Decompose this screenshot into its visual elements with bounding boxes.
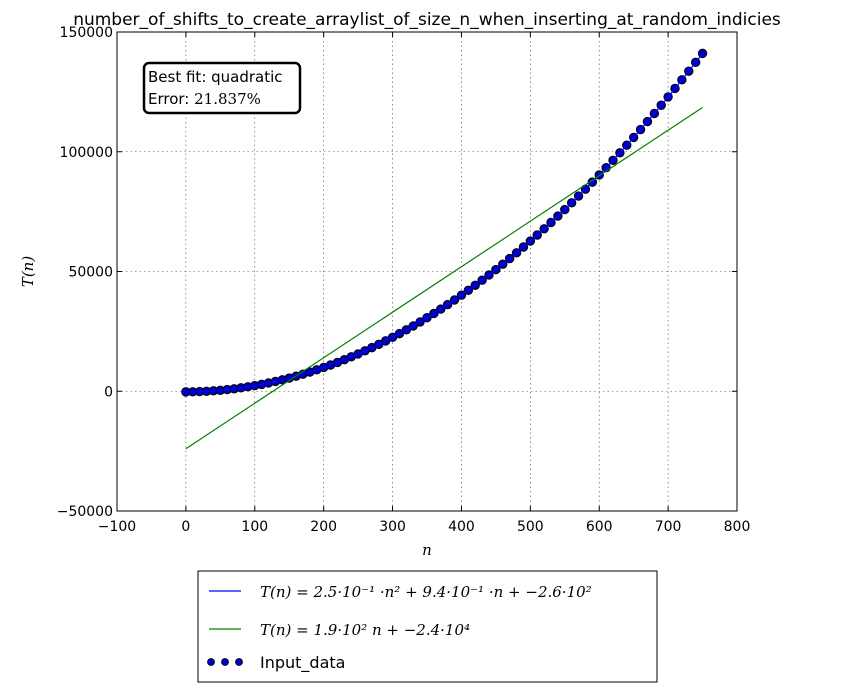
x-tick-label: 0 <box>181 519 190 535</box>
y-tick-label: 100000 <box>60 145 113 161</box>
y-tick-label: −50000 <box>57 504 113 520</box>
annotation-box <box>142 61 302 115</box>
annotation-line2: Error: 21.837% <box>148 90 261 108</box>
plot-area <box>181 48 708 450</box>
x-tick-label: 600 <box>586 519 613 535</box>
chart-title: number_of_shifts_to_create_arraylist_of_… <box>73 10 781 30</box>
legend-label-input-data: Input_data <box>260 653 345 673</box>
x-axis-label: n <box>422 541 432 559</box>
y-tick-label: 0 <box>104 384 113 400</box>
series-linear-fit <box>185 106 703 450</box>
legend: T(n) = 2.5·10⁻¹ ·n² + 9.4·10⁻¹ ·n + −2.6… <box>197 570 658 683</box>
legend-swatch-dot <box>235 658 243 666</box>
x-tick-label: 400 <box>448 519 475 535</box>
legend-swatch-dot <box>207 658 215 666</box>
x-tick-label: 800 <box>724 519 751 535</box>
x-tick-label: 200 <box>310 519 337 535</box>
y-axis-label: T(n) <box>19 256 37 288</box>
legend-label-quadratic: T(n) = 2.5·10⁻¹ ·n² + 9.4·10⁻¹ ·n + −2.6… <box>260 583 592 601</box>
x-tick-label: 100 <box>241 519 268 535</box>
y-tick-label: 50000 <box>68 265 113 281</box>
x-tick-label: 300 <box>379 519 406 535</box>
y-tick-label: 150000 <box>60 25 113 41</box>
annotation-line2-value: 21.837% <box>194 90 261 108</box>
annotation-line1: Best fit: quadratic <box>148 68 283 86</box>
legend-label-linear: T(n) = 1.9·10² n + −2.4·10⁴ <box>260 621 470 639</box>
axes-ticks: −100 0 100 200 300 400 500 600 700 800 −50000 0 5000… <box>57 25 751 535</box>
legend-swatch-dot <box>221 658 229 666</box>
x-tick-label: −100 <box>98 519 136 535</box>
x-tick-label: 700 <box>655 519 682 535</box>
series-quadratic-fit <box>185 53 704 393</box>
fit-annotation: Best fit: quadratic Error: 21.837% <box>142 61 302 115</box>
grid <box>117 32 737 511</box>
annotation-line2-prefix: Error: <box>148 90 194 108</box>
x-tick-label: 500 <box>517 519 544 535</box>
legend-box <box>197 570 658 683</box>
